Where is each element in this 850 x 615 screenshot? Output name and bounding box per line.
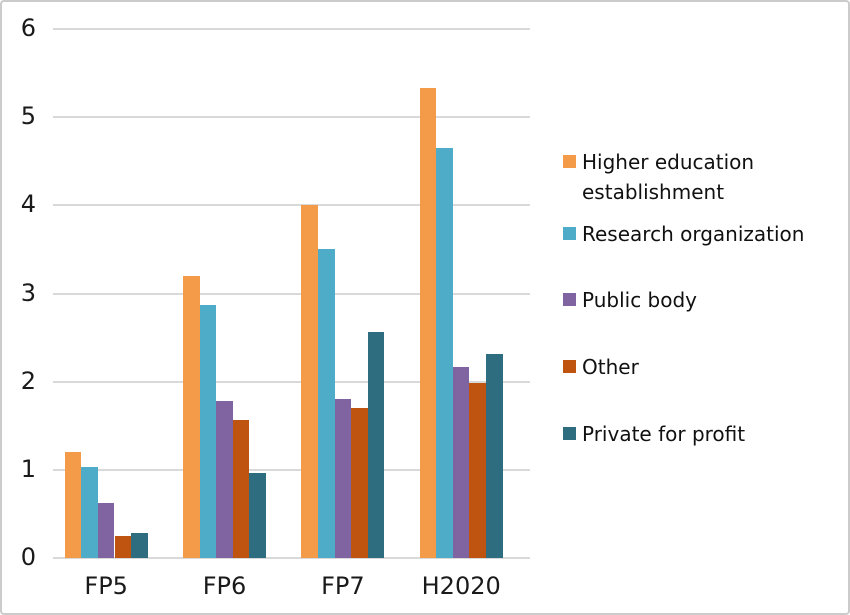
bar-H2020-public-body [452,366,470,558]
bar-FP5-higher-education-establishment [64,452,82,558]
legend-item-research-organization: Research organization [563,219,804,249]
x-axis-label-FP7: FP7 [321,572,365,600]
bar-FP5-other [114,535,132,558]
gridline-6 [53,28,530,30]
bar-FP6-public-body [216,401,233,558]
y-tick-label-6: 6 [20,14,36,42]
legend-swatch-icon [563,155,576,168]
y-tick-label-2: 2 [20,366,36,395]
gridline-4 [53,204,530,207]
bar-FP6-higher-education-establishment [183,275,200,558]
bar-FP5-public-body [97,503,115,558]
x-axis-label-FP6: FP6 [202,572,247,600]
gridline-3 [53,292,530,295]
legend-swatch-icon [563,360,576,373]
legend-swatch-icon [563,427,576,440]
bar-FP6-other [232,420,250,558]
gridline-0 [53,557,530,559]
gridline-2 [53,380,530,383]
legend: Higher education establishment Research o… [563,2,848,613]
bar-H2020-private-for-profit [486,354,503,558]
bar-FP7-higher-education-establishment [301,205,318,558]
legend-label: Research organization [582,222,805,246]
legend-label: Private for profit [582,422,746,446]
bar-FP5-private-for-profit [131,533,148,558]
bar-FP5-research-organization [81,467,98,558]
legend-label: Other [582,355,639,379]
legend-swatch-icon [563,227,576,240]
legend-swatch-icon [563,293,576,306]
bar-FP6-research-organization [199,304,217,558]
gridline-5 [53,116,530,119]
y-tick-label-0: 0 [20,543,36,571]
y-tick-label-5: 5 [20,102,36,131]
bar-H2020-other [469,383,487,558]
legend-label: Public body [582,288,698,312]
bar-FP7-research-organization [317,249,335,558]
legend-label: Higher education establishment [582,150,755,204]
x-axis-label-FP5: FP5 [84,572,128,600]
y-tick-label-1: 1 [20,454,36,483]
legend-item-private-for-profit: Private for profit [563,419,745,449]
bar-FP6-private-for-profit [249,473,267,558]
gridline-1 [53,468,530,471]
y-tick-label-3: 3 [20,278,36,307]
bar-FP7-other [351,408,368,558]
y-tick-label-4: 4 [20,190,36,219]
legend-item-higher-education-establishment: Higher education establishment [563,147,844,207]
bar-H2020-research-organization [436,148,453,558]
legend-item-public-body: Public body [563,285,697,315]
x-axis-label-H2020: H2020 [421,572,501,600]
legend-item-other: Other [563,352,639,382]
bar-FP7-public-body [334,399,352,558]
bar-FP7-private-for-profit [367,332,385,558]
bar-H2020-higher-education-establishment [419,88,437,558]
